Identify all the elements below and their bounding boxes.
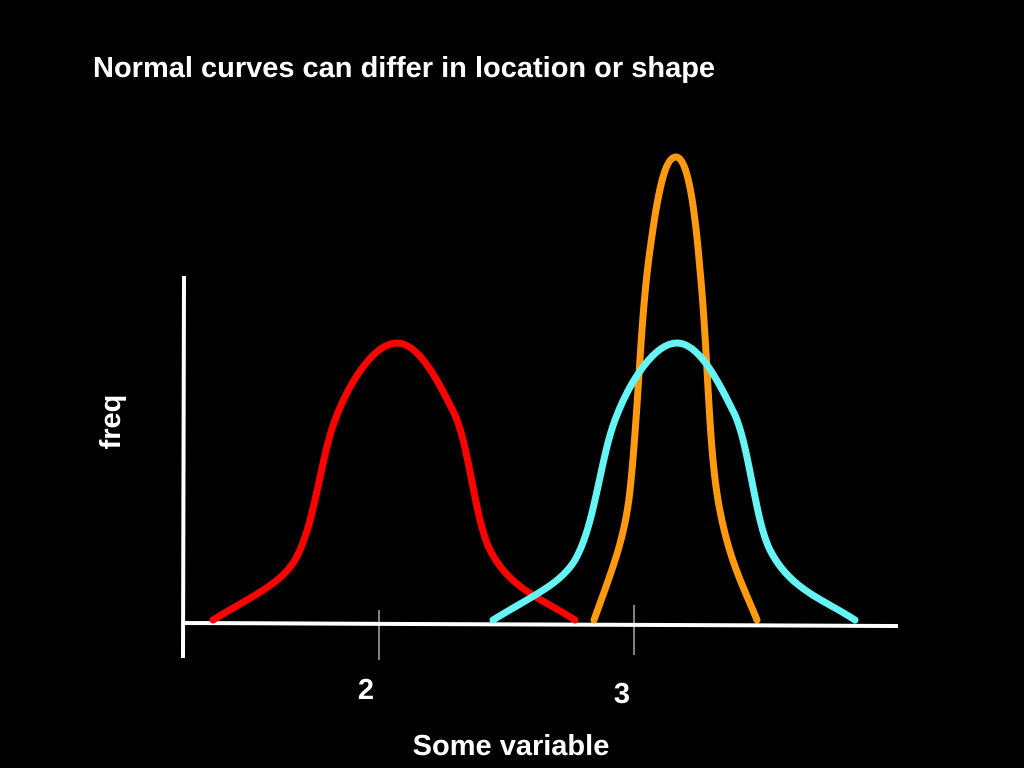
x-tick-label: 3 xyxy=(614,678,630,710)
x-axis xyxy=(181,621,899,628)
x-axis-label: Some variable xyxy=(413,730,610,762)
x-tick-label: 2 xyxy=(358,674,374,706)
orange-curve xyxy=(590,153,761,624)
red-curve xyxy=(209,339,579,624)
y-axis-label: freq xyxy=(95,395,127,450)
cyan-curve xyxy=(489,339,859,624)
slide-title: Normal curves can differ in location or … xyxy=(93,52,715,84)
y-axis xyxy=(181,275,186,659)
